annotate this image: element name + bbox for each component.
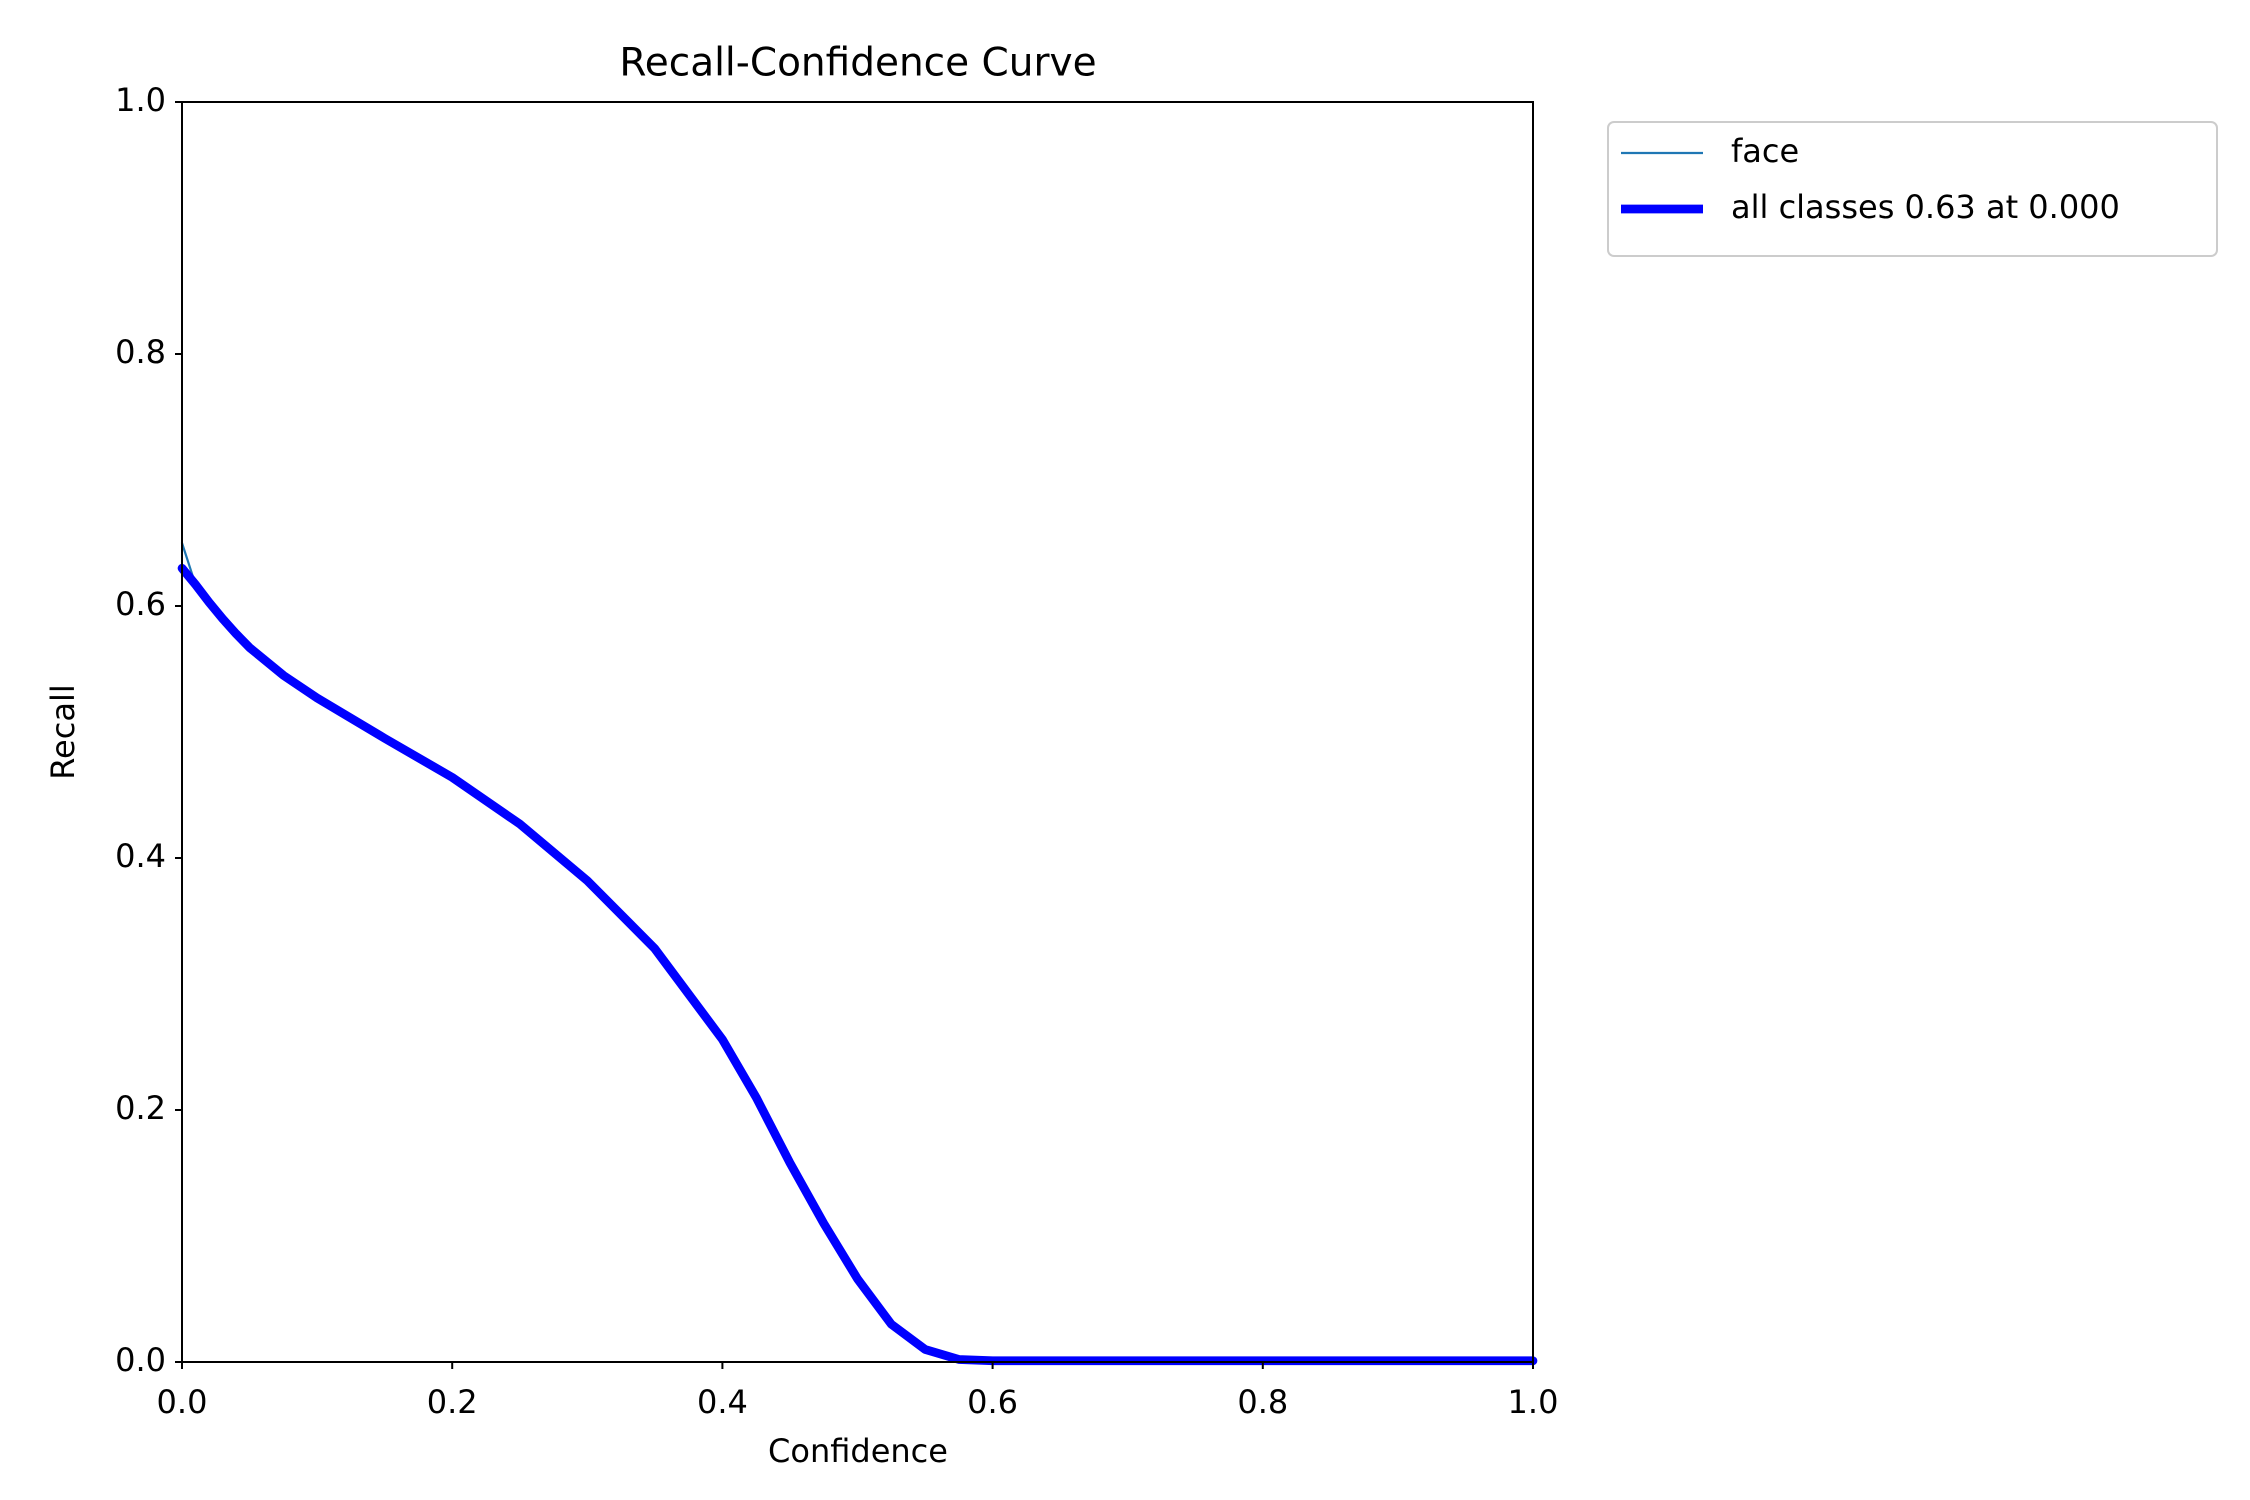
y-tick-label: 0.8 <box>115 333 166 371</box>
x-tick-label: 0.0 <box>157 1383 208 1421</box>
x-tick-label: 0.4 <box>697 1383 748 1421</box>
x-tick-label: 0.6 <box>967 1383 1018 1421</box>
data-line <box>177 563 1538 1366</box>
x-tick-label: 0.8 <box>1237 1383 1288 1421</box>
y-tick-label: 1.0 <box>115 81 166 119</box>
y-tick-label: 0.6 <box>115 585 166 623</box>
y-tick-label: 0.4 <box>115 837 166 875</box>
legend-label: face <box>1731 132 1799 170</box>
x-axis-label: Confidence <box>768 1432 948 1470</box>
legend-label: all classes 0.63 at 0.000 <box>1731 188 2120 226</box>
y-axis-label: Recall <box>44 684 82 779</box>
legend-box <box>1607 121 2218 257</box>
plot-frame <box>181 101 1534 1363</box>
y-tick-label: 0.0 <box>115 1341 166 1379</box>
x-tick-label: 0.2 <box>427 1383 478 1421</box>
data-line <box>180 541 1535 1362</box>
chart-title: Recall-Confidence Curve <box>619 41 1096 86</box>
y-tick-label: 0.2 <box>115 1089 166 1127</box>
x-tick-label: 1.0 <box>1508 1383 1559 1421</box>
